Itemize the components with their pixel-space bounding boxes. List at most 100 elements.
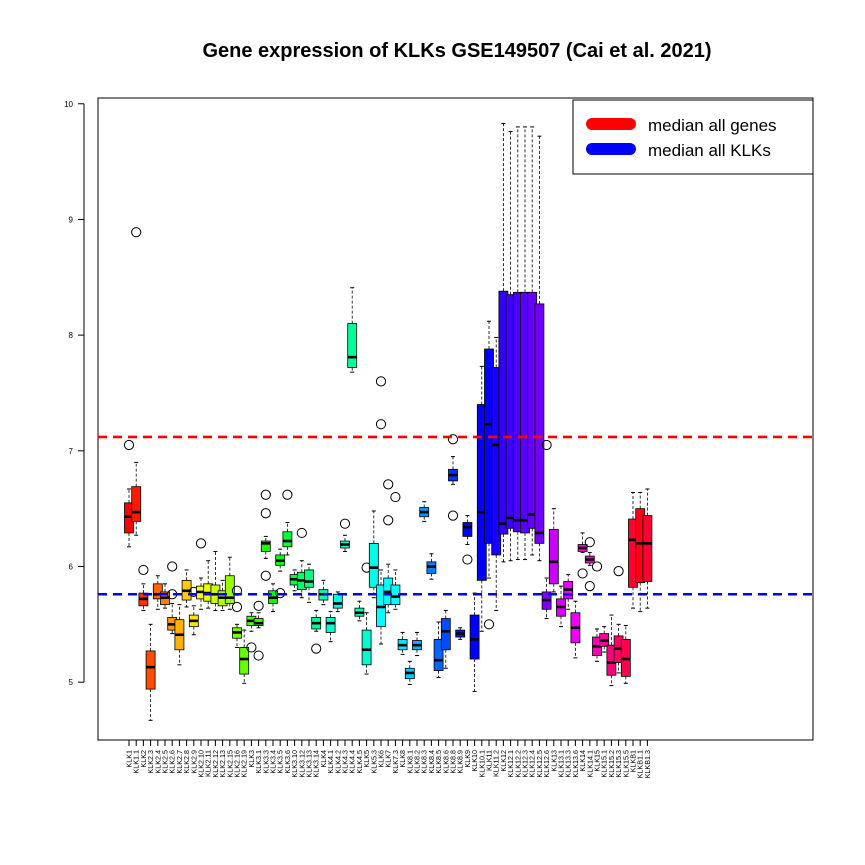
- box-klk4-5: [354, 600, 365, 622]
- x-tick-label: KLK3.14: [312, 750, 321, 778]
- x-tick-label: KLK1: [125, 750, 134, 768]
- box-klk3-6: [282, 489, 293, 556]
- box-body: [260, 540, 271, 552]
- x-tick-label: KLK8.1: [405, 750, 414, 774]
- box-klk3-5: [275, 548, 286, 599]
- box-body: [368, 542, 379, 588]
- box-klk3-4: [268, 583, 278, 613]
- x-tick-label: KLKB1.3: [643, 750, 652, 778]
- x-tick-label: KLK3.13: [305, 750, 314, 778]
- x-tick-label: KLK12.4: [528, 750, 537, 778]
- x-tick-label: KLK12: [499, 750, 508, 772]
- x-tick-label: KLK9: [463, 750, 472, 768]
- box-klk13: [548, 508, 559, 593]
- box-klk8-5: [433, 621, 444, 679]
- x-tick-label: KLK10: [470, 750, 479, 772]
- outlier-point: [447, 434, 459, 445]
- box-klk2-8: [181, 569, 192, 608]
- outlier-point: [584, 581, 595, 592]
- x-tick-label: KLK12.6: [542, 750, 551, 778]
- box-body: [282, 531, 293, 548]
- box-body: [347, 323, 358, 368]
- x-tick-label: KLK2.11: [204, 750, 213, 777]
- x-tick-label: KLK2.19: [240, 750, 249, 778]
- outlier-point: [296, 527, 307, 539]
- x-tick-label: KLK3.10: [290, 750, 299, 778]
- x-tick-label: KLK10.1: [477, 750, 486, 778]
- x-tick-label: KLK12.5: [535, 750, 544, 778]
- x-tick-label: KLK3.1: [254, 750, 263, 774]
- box-klk13-1: [556, 585, 566, 628]
- box-klk3-3: [260, 489, 271, 581]
- box-klk1-1: [131, 227, 142, 536]
- box-klk2-16: [231, 585, 243, 648]
- x-tick-label: KLK8.2: [413, 750, 422, 774]
- box-klk12-1: [505, 131, 516, 562]
- box-body: [642, 515, 653, 582]
- outlier-point: [253, 600, 264, 611]
- box-klk4: [318, 579, 329, 606]
- x-axis: KLK1KLK1.1KLK2KLK2.3KLK2.4KLK2.5KLK2.6KL…: [125, 739, 652, 778]
- box-klk14-1: [584, 537, 595, 592]
- box-klk1: [123, 439, 135, 548]
- x-tick-label: KLK4.3: [341, 750, 350, 774]
- x-tick-label: KLK4.5: [355, 750, 364, 774]
- x-tick-label: KLK4.1: [326, 750, 335, 774]
- box-body: [304, 569, 314, 588]
- legend-label-genes: median all genes: [648, 116, 777, 135]
- outlier-point: [231, 601, 243, 613]
- x-tick-label: KLK3.4: [269, 750, 278, 774]
- outlier-point: [195, 538, 207, 549]
- x-tick-label: KLK2.4: [153, 750, 162, 774]
- outlier-point: [383, 515, 394, 526]
- x-tick-label: KLK11.2: [492, 750, 501, 777]
- box-klk2-12: [210, 550, 221, 611]
- x-tick-label: KLK8.5: [434, 750, 443, 774]
- outlier-point: [577, 568, 588, 579]
- x-tick-label: KLK5: [362, 750, 371, 768]
- x-tick-label: KLK2: [139, 750, 148, 768]
- box-body: [548, 529, 559, 585]
- box-klk15-1: [599, 626, 610, 653]
- box-klk4-3: [339, 518, 351, 552]
- box-klk13-6: [570, 600, 581, 659]
- x-tick-label: KLK11: [485, 750, 494, 771]
- x-tick-label: KLK8.3: [420, 750, 429, 774]
- box-klk15-5: [620, 624, 631, 684]
- x-tick-label: KLK8: [398, 750, 407, 768]
- x-tick-label: KLK8.4: [427, 750, 436, 774]
- outlier-point: [282, 489, 293, 500]
- box-klk9: [462, 515, 473, 565]
- box-klk12-5: [534, 135, 545, 562]
- x-tick-label: KLK1.1: [132, 750, 141, 774]
- legend-box: [572, 99, 814, 175]
- x-tick-label: KLK2.6: [168, 750, 177, 774]
- x-tick-label: KLK3.3: [261, 750, 270, 774]
- x-tick-label: KLK2.16: [233, 750, 242, 778]
- box-klk8-1: [404, 660, 415, 685]
- outlier-point: [383, 479, 394, 490]
- box-klk12-6: [541, 439, 552, 620]
- x-tick-label: KLK12.1: [506, 750, 515, 778]
- outlier-point: [613, 566, 624, 577]
- x-tick-label: KLK4.4: [348, 750, 357, 774]
- legend: median all genes median all KLKs: [572, 99, 814, 175]
- box-body: [361, 629, 372, 666]
- box-klk3-13: [304, 563, 314, 603]
- outlier-point: [584, 537, 595, 548]
- x-tick-label: KLK7.3: [391, 750, 400, 774]
- x-tick-label: KLK15.2: [607, 750, 616, 778]
- x-tick-label: KLK6: [377, 750, 386, 768]
- box-body: [440, 618, 451, 651]
- x-tick-label: KLK2.13: [218, 750, 227, 778]
- box-klk8-9: [455, 627, 466, 640]
- box-body: [152, 583, 163, 600]
- box-klk2-3: [145, 623, 156, 721]
- box-klk8-2: [412, 631, 422, 657]
- box-body: [433, 638, 444, 671]
- box-klk2-7: [174, 604, 185, 666]
- box-klk8-6: [440, 609, 451, 669]
- x-tick-label: KLK4: [319, 750, 328, 768]
- x-tick-label: KLK2.5: [161, 750, 170, 774]
